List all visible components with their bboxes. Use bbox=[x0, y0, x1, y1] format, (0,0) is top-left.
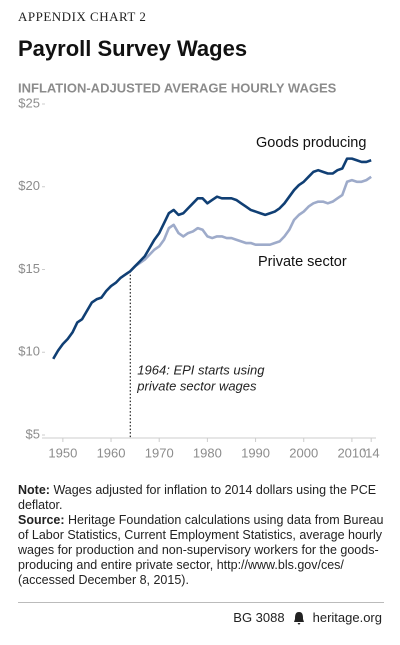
bell-icon bbox=[293, 611, 304, 625]
series-line bbox=[129, 175, 372, 273]
x-tick-label: 1990 bbox=[241, 445, 270, 460]
note-label: Note: bbox=[18, 483, 50, 497]
chart-title: Payroll Survey Wages bbox=[18, 36, 247, 61]
subtitle: INFLATION-ADJUSTED AVERAGE HOURLY WAGES bbox=[18, 80, 337, 95]
x-tick-label: 1970 bbox=[145, 445, 174, 460]
legend-label: Private sector bbox=[258, 254, 347, 270]
note-text: Wages adjusted for inflation to 2014 dol… bbox=[18, 483, 377, 512]
annotation-text: private sector wages bbox=[136, 378, 257, 393]
x-tick-label: '14 bbox=[363, 445, 380, 460]
x-tick-label: 1960 bbox=[97, 445, 126, 460]
x-tick-label: 2010 bbox=[337, 445, 366, 460]
x-tick-label: 2000 bbox=[289, 445, 318, 460]
x-tick-label: 1950 bbox=[48, 445, 77, 460]
y-tick-label: $25 bbox=[18, 95, 40, 110]
note: Note: Wages adjusted for inflation to 20… bbox=[18, 483, 384, 513]
report-id: BG 3088 bbox=[233, 610, 285, 625]
footer-rule bbox=[18, 602, 384, 603]
legend-label: Goods producing bbox=[256, 135, 366, 151]
series-line bbox=[52, 157, 372, 360]
site: heritage.org bbox=[312, 610, 382, 625]
y-tick-label: $10 bbox=[18, 344, 40, 359]
annotation-text: 1964: EPI starts using bbox=[137, 362, 265, 377]
source-label: Source: bbox=[18, 513, 65, 527]
x-tick-label: 1980 bbox=[193, 445, 222, 460]
y-tick-label: $5 bbox=[26, 426, 40, 441]
source-text: Heritage Foundation calculations using d… bbox=[18, 513, 384, 587]
source: Source: Heritage Foundation calculations… bbox=[18, 513, 384, 588]
y-tick-label: $20 bbox=[18, 178, 40, 193]
kicker: APPENDIX CHART 2 bbox=[18, 9, 146, 24]
y-tick-label: $15 bbox=[18, 261, 40, 276]
footer: BG 3088 heritage.org bbox=[233, 610, 382, 625]
chart: APPENDIX CHART 2 Payroll Survey Wages IN… bbox=[18, 9, 380, 460]
